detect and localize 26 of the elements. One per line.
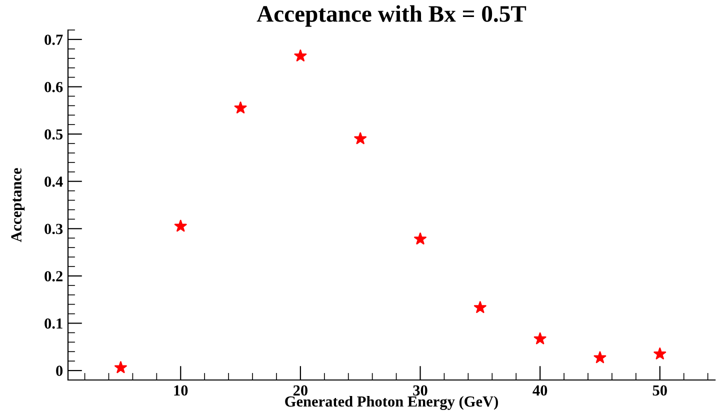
- point: [414, 232, 426, 244]
- point: [474, 301, 486, 314]
- y-tick-label: 0.7: [44, 34, 63, 45]
- x-axis-title: Generated Photon Energy (GeV): [285, 396, 498, 410]
- point: [234, 102, 247, 114]
- y-tick-label: 0.1: [44, 318, 62, 329]
- y-tick-label: 0.2: [44, 271, 62, 282]
- y-tick-label: 0.3: [44, 224, 63, 234]
- point: [534, 332, 546, 344]
- y-tick-label: 0.6: [44, 82, 63, 92]
- point: [294, 50, 307, 62]
- point: [114, 361, 127, 374]
- x-tick-label: 50: [652, 385, 667, 396]
- point: [654, 347, 666, 360]
- chart-title: Acceptance with Bx = 0.5T: [256, 5, 526, 27]
- y-axis-title: Acceptance: [11, 168, 25, 242]
- x-tick-label: 20: [293, 385, 308, 396]
- point: [354, 132, 367, 144]
- y-tick-label: 0: [56, 366, 63, 376]
- point: [594, 351, 606, 364]
- y-tick-label: 0.4: [44, 176, 63, 187]
- x-tick-label: 40: [532, 385, 548, 396]
- x-tick-label: 10: [174, 385, 188, 396]
- x-tick-label: 30: [413, 385, 428, 396]
- point: [174, 220, 187, 232]
- y-tick-label: 0.5: [44, 129, 63, 140]
